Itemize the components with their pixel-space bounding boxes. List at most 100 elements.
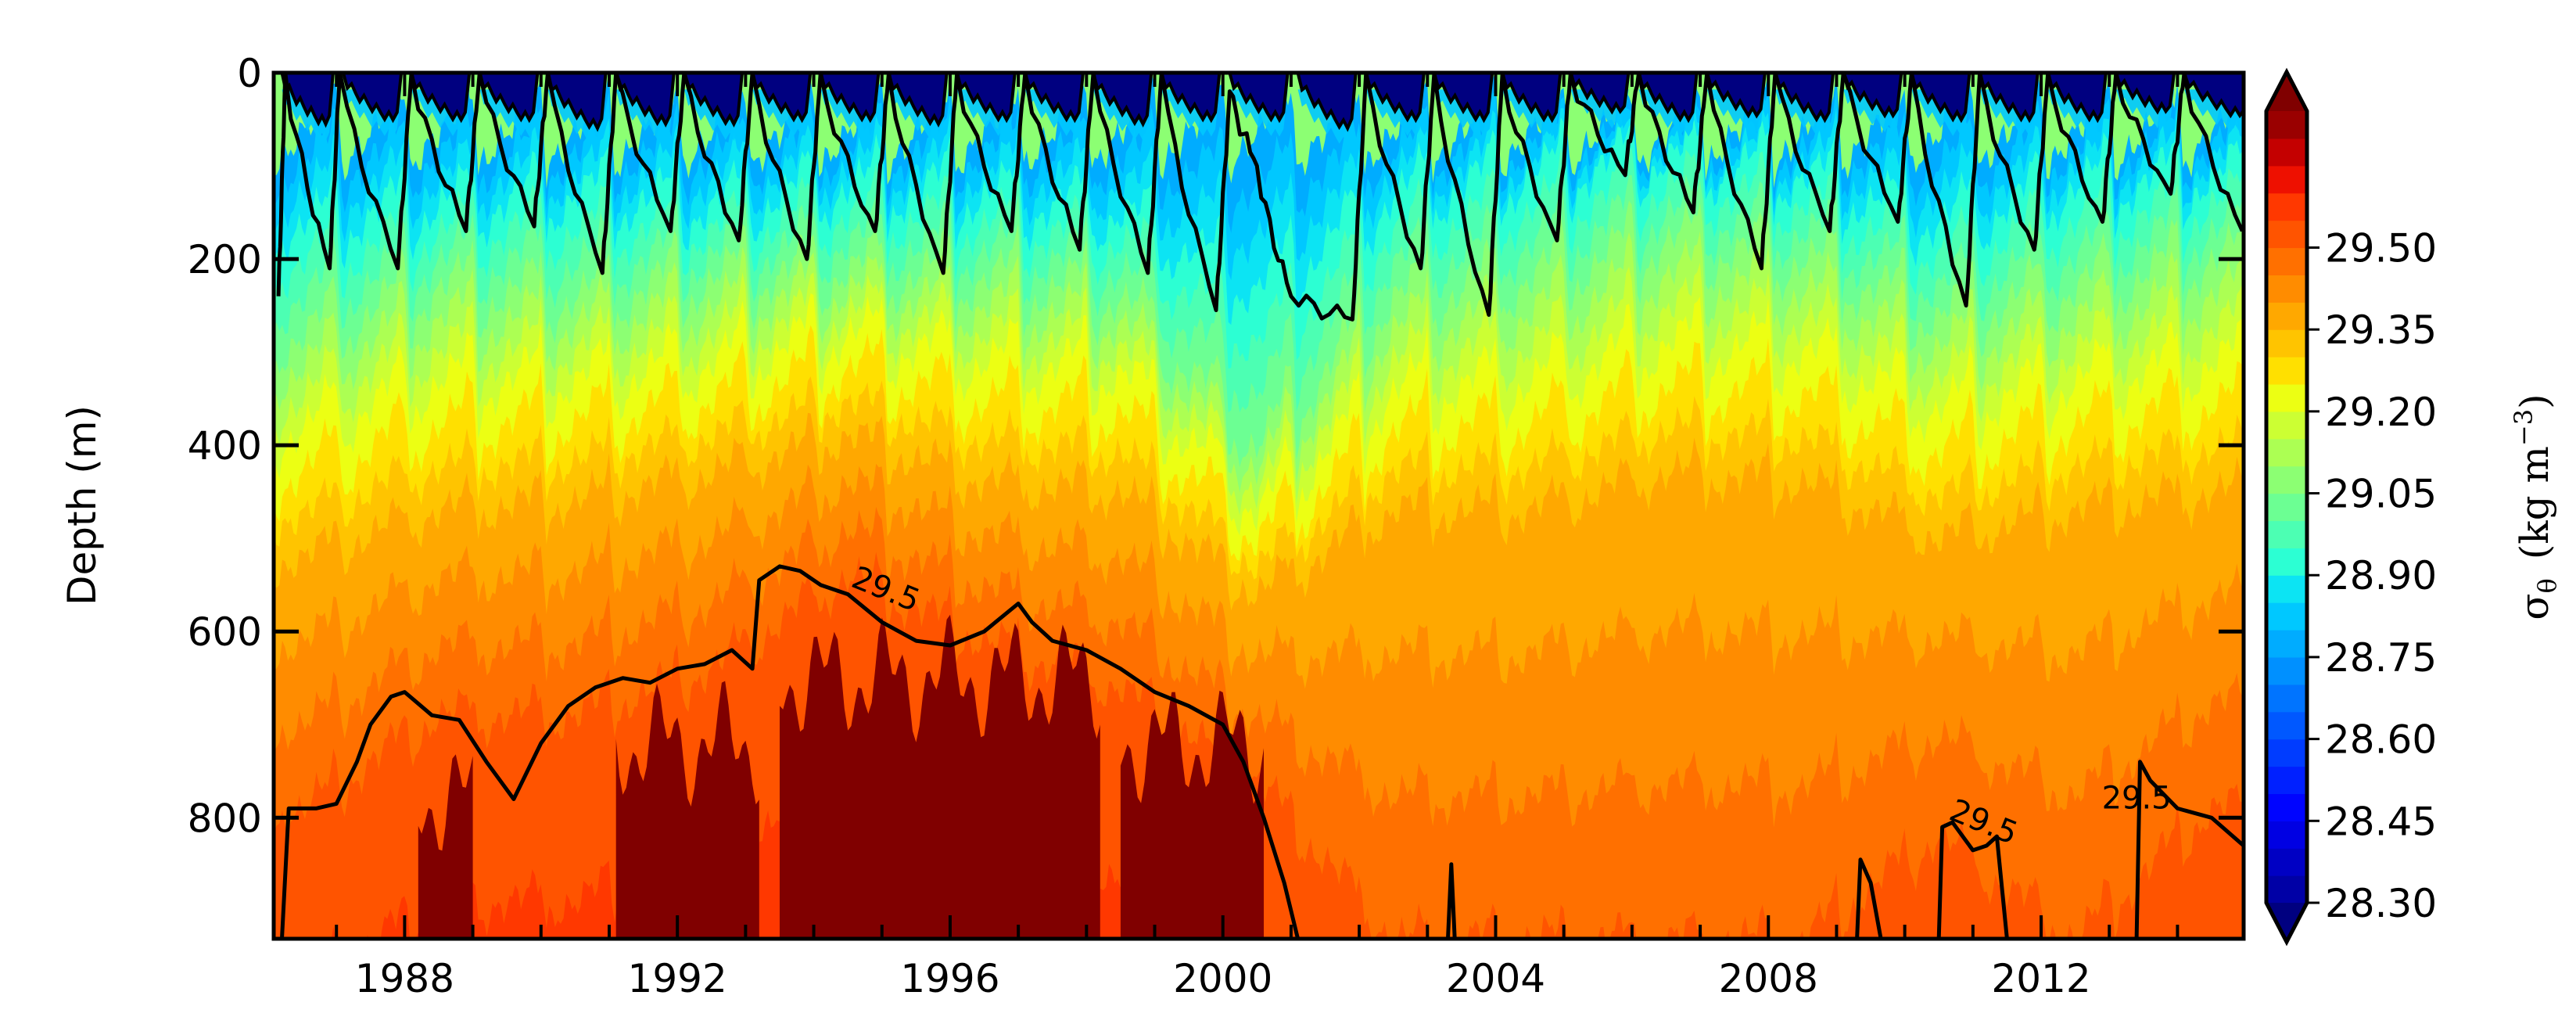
contour-28-3 [1774, 73, 1835, 124]
colorbar-tick-label: 28.45 [2325, 799, 2437, 844]
colorbar-band [2266, 575, 2307, 603]
light-surface-water [1434, 73, 1493, 120]
contour-28-3 [1092, 73, 1153, 128]
densest-water-patch [615, 681, 759, 939]
colorbar-tick-label: 28.75 [2325, 635, 2437, 681]
contour-28-3 [478, 73, 540, 124]
light-surface-water [1024, 73, 1083, 120]
contour-29-5 [1936, 820, 2009, 939]
y-tick-label: 600 [188, 609, 262, 655]
contour-lines [276, 73, 2244, 939]
colorbar-band [2266, 520, 2307, 548]
colorbar-band [2266, 875, 2307, 904]
contour-28-3 [410, 73, 472, 124]
x-tick-label: 2008 [1719, 956, 1818, 1001]
contour-28-3 [1978, 73, 2040, 124]
light-surface-water [2115, 73, 2175, 112]
light-surface-water [1638, 73, 1697, 120]
contour-28-3 [1160, 73, 1222, 124]
colorbar-tick-label: 28.90 [2325, 553, 2437, 598]
contour-29-5 [280, 564, 1301, 939]
y-tick-label: 0 [237, 51, 262, 96]
contour-29-5 [1855, 857, 1883, 939]
contour-28-3 [819, 73, 881, 124]
colorbar-tick-label: 29.35 [2325, 307, 2437, 353]
contour-28-3 [1228, 73, 1290, 124]
x-tick-label: 1992 [628, 956, 727, 1001]
contour-28-3 [682, 73, 744, 128]
colorbar-tick-label: 29.20 [2325, 390, 2437, 435]
colorbar-band [2266, 275, 2307, 303]
x-axis: 1988 1992 1996 2000 2004 2008 2012 [335, 73, 2180, 1001]
light-surface-water [956, 73, 1015, 120]
colorbar-tick-label: 28.30 [2325, 881, 2437, 926]
colorbar-band [2266, 438, 2307, 467]
light-surface-water [1979, 73, 2038, 120]
y-tick-label: 800 [188, 796, 262, 841]
colorbar-extend-min [2266, 903, 2307, 942]
contour-28-3 [1023, 73, 1085, 124]
light-surface-water [547, 73, 606, 128]
densest-water-patch [1120, 690, 1265, 939]
y-tick-label: 200 [188, 237, 262, 282]
contour-29-5 [1446, 862, 1457, 939]
colorbar-band [2266, 711, 2307, 740]
densest-water-patch [418, 754, 473, 939]
colorbar-label-symbol: σ [2512, 593, 2557, 620]
light-surface-water [1297, 73, 1356, 128]
contour-28-9 [276, 73, 2244, 322]
colorbar-band [2266, 793, 2307, 821]
light-surface-water [820, 73, 879, 120]
light-surface-water [888, 73, 947, 124]
light-surface-water [1365, 73, 1424, 120]
colorbar-band [2266, 684, 2307, 713]
contour-28-3 [546, 73, 608, 132]
contour-28-3 [955, 73, 1017, 124]
contour-28-3 [1705, 73, 1767, 119]
colorbar-label-subscript: θ [2532, 578, 2562, 593]
contour-28-3 [1910, 73, 1971, 124]
colorbar-band [2266, 548, 2307, 576]
plot-area: 29.529.5 29.5 [274, 73, 2244, 939]
contour-28-3 [1501, 73, 1562, 124]
contour-28-3 [887, 73, 949, 128]
density-bands [274, 73, 2244, 939]
light-surface-water [1161, 73, 1220, 120]
contour-28-3 [2114, 73, 2176, 115]
contour-28-3 [1842, 73, 1903, 119]
light-surface-water [683, 73, 743, 124]
colorbar-band [2266, 465, 2307, 494]
colorbar-tick-label: 28.60 [2325, 717, 2437, 763]
colorbar-band [2266, 192, 2307, 221]
colorbar-band [2266, 630, 2307, 658]
contour-28-3 [1637, 73, 1699, 124]
colorbar-band [2266, 656, 2307, 685]
light-surface-water [1843, 73, 1902, 116]
light-surface-water [2047, 73, 2106, 120]
colorbar-band [2266, 383, 2307, 412]
colorbar-label-units: (kg m [2512, 446, 2557, 559]
colorbar-band [2266, 602, 2307, 631]
colorbar-tick-label: 29.50 [2325, 225, 2437, 271]
y-axis-label: Depth (m) [59, 405, 105, 606]
densest-water-patch [779, 614, 1100, 939]
light-surface-water [343, 73, 402, 120]
light-surface-water [411, 73, 470, 120]
x-tick-label: 2004 [1446, 956, 1545, 1001]
colorbar-band [2266, 821, 2307, 849]
light-surface-water [479, 73, 538, 120]
colorbar-extend-max [2266, 72, 2307, 111]
colorbar-band [2266, 357, 2307, 385]
colorbar-label: σθ (kg m−3) [2509, 394, 2562, 620]
light-surface-water [1911, 73, 1970, 120]
colorbar: 28.30 28.45 28.60 28.75 28.90 29.05 29.20 29.35… [2264, 67, 2437, 947]
contour-28-3 [1432, 73, 1494, 124]
contour-29-5 [2134, 760, 2244, 939]
x-tick-label: 2012 [1991, 956, 2090, 1001]
colorbar-label-close: ) [2512, 394, 2557, 409]
colorbar-tick-label: 29.05 [2325, 472, 2437, 517]
contour-label-29-5: 29.5 [2102, 780, 2172, 816]
contour-28-3 [2046, 73, 2108, 124]
x-tick-label: 1996 [900, 956, 999, 1001]
light-surface-water [2184, 73, 2244, 116]
